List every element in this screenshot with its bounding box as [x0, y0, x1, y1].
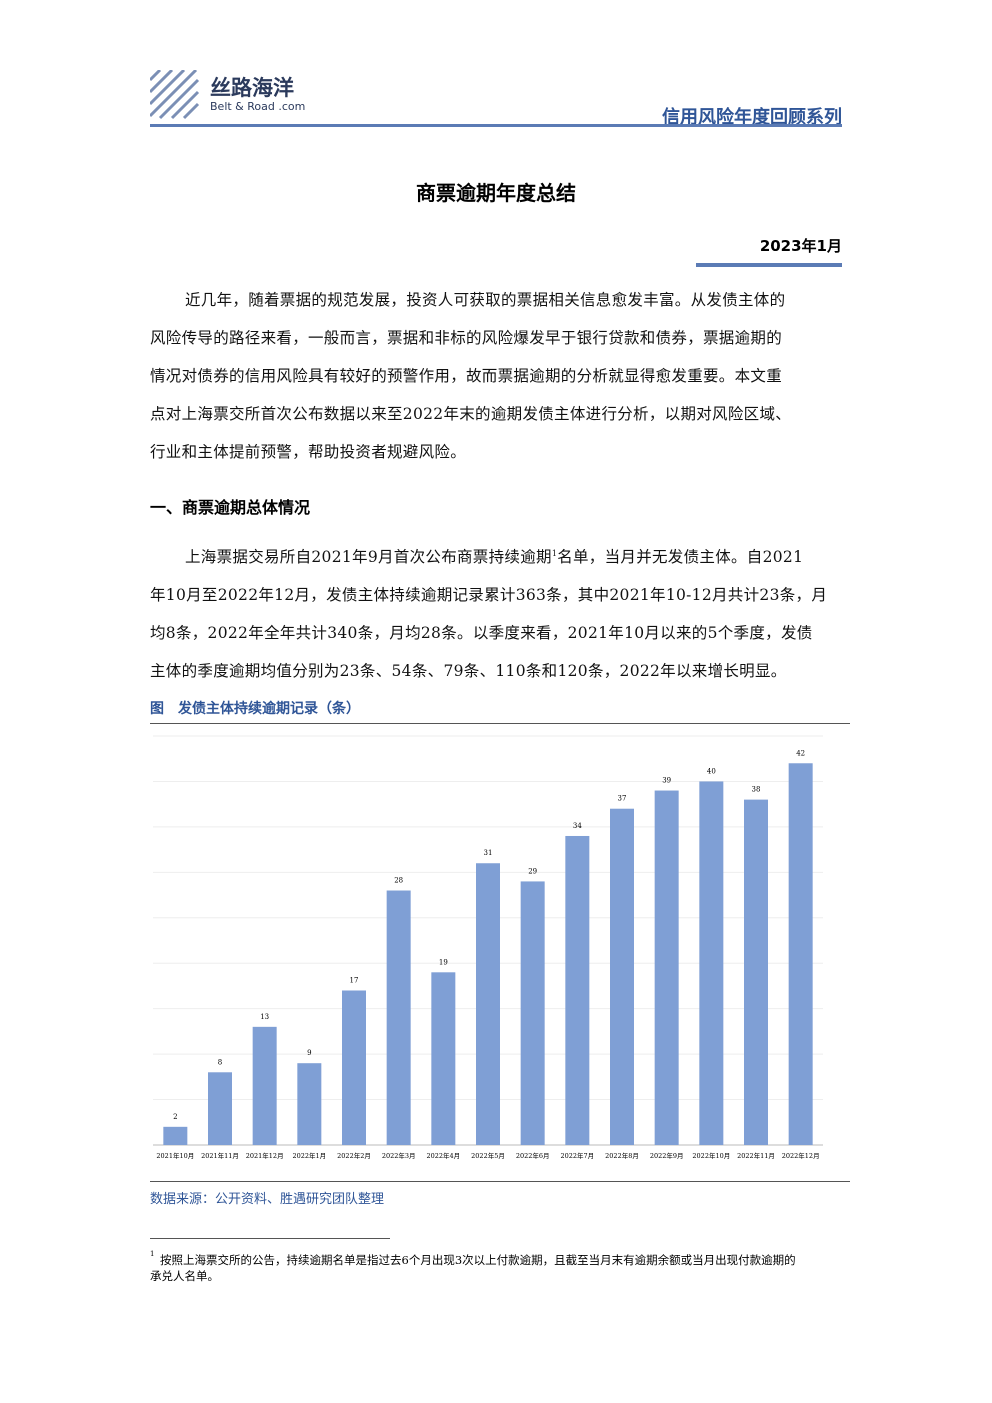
- bar: [520, 881, 545, 1145]
- bar: [252, 1026, 277, 1145]
- logo-icon: [150, 70, 200, 120]
- bar: [744, 799, 768, 1145]
- paragraph-line: 近几年，随着票据的规范发展，投资人可获取的票据相关信息愈发丰富。从发债主体的: [185, 291, 786, 309]
- doc-date: 2023年1月: [759, 237, 842, 255]
- x-tick-label: 2022年4月: [426, 1151, 460, 1160]
- figure-caption: 图 发债主体持续逾期记录（条）: [150, 701, 360, 717]
- paragraph-line: 均8条，2022年全年共计340条，月均28条。以季度来看，2021年10月以来…: [150, 621, 813, 643]
- date-rule: [696, 263, 842, 267]
- rule: [150, 1181, 850, 1182]
- value-label: 39: [662, 777, 671, 785]
- header-rule: [150, 124, 842, 127]
- logo-sub: Belt & Road .com: [210, 100, 306, 113]
- x-tick-label: 2022年10月: [692, 1151, 730, 1160]
- bar: [476, 863, 500, 1145]
- x-tick-label: 2022年8月: [605, 1151, 639, 1160]
- figure-source: 数据来源：公开资料、胜遇研究团队整理: [150, 1192, 385, 1207]
- paragraph-line: 行业和主体提前预警，帮助投资者规避风险。: [150, 443, 467, 461]
- value-label: 40: [707, 767, 716, 775]
- bar: [386, 890, 411, 1145]
- x-tick-label: 2022年12月: [782, 1151, 820, 1160]
- value-label: 9: [307, 1049, 311, 1057]
- chart: 2 2021年10月 8 2021年11月 13 2021年12月 9 2022年1月 17 20…: [153, 735, 823, 1160]
- section-heading: 一、商票逾期总体情况: [150, 498, 311, 517]
- footnote-ref: 1: [551, 548, 558, 558]
- x-tick-label: 2022年7月: [560, 1151, 594, 1160]
- value-label: 2: [173, 1113, 177, 1121]
- bar: [610, 808, 634, 1145]
- bar: [342, 990, 366, 1145]
- value-label: 28: [394, 877, 403, 885]
- value-label: 29: [528, 867, 537, 875]
- x-tick-label: 2022年2月: [337, 1151, 371, 1160]
- bar: [431, 972, 456, 1145]
- text: 均8条，2022年全年共计340条，月均28条。以季度来看，2021年10月以来…: [150, 624, 813, 642]
- value-label: 34: [573, 822, 582, 830]
- paragraph-line: 上海票据交易所自2021年9月首次公布商票持续逾期1名单，当月并无发债主体。自2…: [185, 545, 803, 567]
- footnote-text: 按照上海票交所的公告，持续逾期名单是指过去6个月出现3次以上付款逾期，且截至当月…: [160, 1253, 796, 1267]
- x-tick-label: 2022年6月: [516, 1151, 550, 1160]
- paragraph-line: 点对上海票交所首次公布数据以来至2022年末的逾期发债主体进行分析，以期对风险区…: [150, 405, 792, 423]
- text: 名单，当月并无发债主体。自2021: [557, 548, 804, 566]
- value-label: 42: [796, 749, 805, 757]
- x-tick-label: 2022年3月: [382, 1151, 416, 1160]
- paragraph-line: 情况对债券的信用风险具有较好的预警作用，故而票据逾期的分析就显得愈发重要。本文重: [150, 367, 783, 385]
- text: 年10月至2022年12月，发债主体持续逾期记录累计363条，其中2021年10…: [150, 586, 828, 604]
- text: 主体的季度逾期均值分别为23条、54条、79条、110条和120条，2022年以…: [150, 662, 787, 680]
- footnote-text: 承兑人名单。: [150, 1269, 219, 1283]
- bar: [788, 763, 813, 1145]
- x-tick-label: 2021年12月: [246, 1151, 284, 1160]
- x-tick-label: 2021年10月: [156, 1151, 194, 1160]
- logo-name: 丝路海洋: [210, 76, 294, 100]
- x-tick-label: 2022年1月: [292, 1151, 326, 1160]
- footnote-mark: 1: [150, 1250, 155, 1258]
- value-label: 31: [484, 849, 493, 857]
- bar: [208, 1072, 232, 1145]
- x-tick-label: 2022年11月: [737, 1151, 775, 1160]
- value-label: 38: [752, 786, 761, 794]
- bar: [297, 1063, 322, 1145]
- series-title: 信用风险年度回顾系列: [662, 107, 842, 128]
- value-label: 13: [260, 1013, 269, 1021]
- value-label: 8: [218, 1058, 222, 1066]
- value-label: 37: [618, 795, 627, 803]
- value-label: 17: [350, 976, 359, 984]
- footnote-rule: [150, 1238, 390, 1239]
- text: 上海票据交易所自2021年9月首次公布商票持续逾期: [185, 548, 552, 566]
- bar: [654, 790, 679, 1145]
- bar: [699, 781, 724, 1145]
- paragraph-line: 主体的季度逾期均值分别为23条、54条、79条、110条和120条，2022年以…: [150, 659, 787, 681]
- bar: [565, 835, 590, 1145]
- x-tick-label: 2022年9月: [650, 1151, 684, 1160]
- paragraph-line: 年10月至2022年12月，发债主体持续逾期记录累计363条，其中2021年10…: [150, 583, 827, 605]
- rule: [150, 723, 850, 724]
- paragraph-line: 风险传导的路径来看，一般而言，票据和非标的风险爆发早于银行贷款和债券，票据逾期的: [150, 329, 783, 347]
- x-tick-label: 2021年11月: [201, 1151, 239, 1160]
- doc-title: 商票逾期年度总结: [416, 181, 576, 205]
- bar: [163, 1126, 188, 1145]
- x-tick-label: 2022年5月: [471, 1151, 505, 1160]
- value-label: 19: [439, 958, 448, 966]
